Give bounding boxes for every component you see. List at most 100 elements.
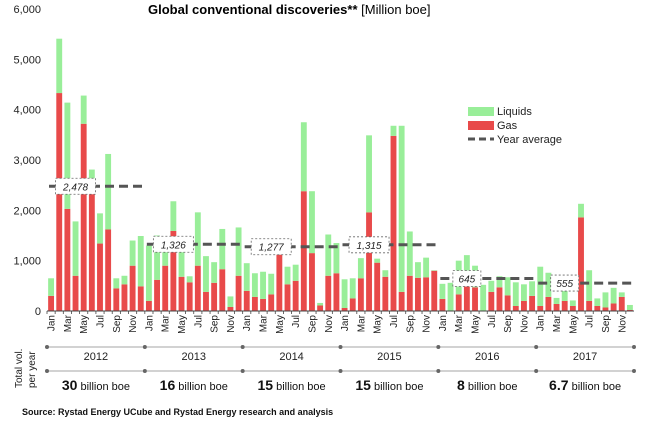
- bar-gas: [537, 305, 544, 311]
- totals-separator-dot: [338, 369, 343, 373]
- bar-liquids: [317, 302, 324, 306]
- bar-gas: [300, 191, 307, 311]
- bar-liquids: [406, 231, 413, 276]
- month-label: Mar: [356, 314, 367, 332]
- year-average-label-box: [152, 235, 194, 253]
- bar-liquids: [626, 304, 633, 310]
- bar-liquids: [333, 243, 340, 274]
- bar-gas: [545, 296, 552, 311]
- bar-liquids: [186, 276, 193, 283]
- bar-liquids: [594, 298, 601, 306]
- month-label: Jul: [487, 315, 498, 328]
- bar-liquids: [64, 102, 71, 209]
- bar-liquids: [154, 235, 160, 280]
- y-tick-label: 0: [35, 306, 41, 318]
- bar-gas: [178, 276, 185, 311]
- bar-gas: [349, 298, 356, 311]
- bar-gas: [341, 307, 348, 311]
- year-average-label-box: [550, 274, 580, 292]
- year-label: 2017: [573, 351, 597, 363]
- bar-liquids: [602, 292, 609, 308]
- bar-liquids: [260, 271, 266, 299]
- month-label: Jan: [438, 315, 449, 331]
- year-average-label: 1,326: [161, 240, 186, 251]
- bar-liquids: [496, 276, 503, 288]
- legend-avg-label: Year average: [497, 134, 562, 146]
- bar-liquids: [463, 255, 470, 279]
- month-label: Jul: [389, 315, 400, 328]
- bar-gas: [203, 291, 209, 311]
- month-label: Mar: [259, 314, 270, 332]
- bar-liquids: [553, 297, 560, 304]
- totals-separator-dot: [142, 369, 147, 373]
- bar-gas: [488, 291, 495, 311]
- bar-liquids: [72, 221, 79, 276]
- month-label: Jan: [536, 315, 547, 331]
- bar-gas: [512, 305, 519, 311]
- month-label: Nov: [324, 315, 335, 333]
- bar-liquids: [512, 282, 519, 306]
- bar-gas: [374, 262, 381, 311]
- year-average-label: 1,315: [357, 241, 382, 252]
- bar-gas: [594, 305, 601, 311]
- year-separator-dot: [240, 345, 245, 349]
- bar-liquids: [610, 287, 617, 304]
- bar-gas: [521, 300, 527, 311]
- month-label: Jul: [193, 315, 204, 328]
- month-label: Nov: [617, 315, 628, 333]
- totals-separator-dot: [436, 369, 441, 373]
- month-label: Jul: [95, 315, 106, 328]
- year-total-unit: billion boe: [273, 381, 326, 393]
- year-total: 16 billion boe: [160, 377, 228, 393]
- year-total: 15 billion boe: [257, 377, 325, 393]
- bar-liquids: [415, 262, 421, 278]
- month-label: Jan: [47, 315, 58, 331]
- year-total-number: 15: [355, 377, 371, 393]
- month-label: Nov: [128, 315, 139, 333]
- month-label: Mar: [63, 314, 74, 332]
- bar-gas: [72, 275, 79, 311]
- bar-gas: [170, 230, 177, 311]
- bar-gas: [618, 296, 625, 311]
- month-label: Jul: [585, 315, 596, 328]
- bar-liquids: [545, 272, 552, 297]
- year-total: 6.7 billion boe: [549, 377, 621, 393]
- year-separator-dot: [632, 345, 636, 349]
- bar-liquids: [56, 38, 63, 94]
- bar-gas: [463, 278, 470, 311]
- bar-liquids: [80, 95, 87, 124]
- bar-liquids: [129, 240, 136, 266]
- bar-liquids: [382, 270, 389, 277]
- bar-liquids: [309, 191, 315, 254]
- bar-liquids: [341, 279, 348, 308]
- year-labels: 2012 2013 2014 2015 2016 2017: [45, 345, 636, 373]
- year-average-label-box: [250, 238, 292, 256]
- totals-separator-dot: [240, 369, 245, 373]
- bar-gas: [88, 182, 95, 311]
- y-tick-label: 1,000: [13, 256, 41, 268]
- bar-liquids: [203, 256, 209, 292]
- bar-liquids: [398, 125, 405, 292]
- bar-gas: [455, 294, 462, 311]
- totals-separator-dot: [534, 369, 539, 373]
- bar-gas: [309, 253, 315, 311]
- bar-gas: [64, 208, 71, 311]
- bar-gas: [260, 298, 266, 311]
- year-label: 2016: [475, 351, 499, 363]
- year-total-unit: billion boe: [371, 381, 424, 393]
- bar-liquids: [488, 280, 495, 292]
- bar-liquids: [366, 135, 372, 213]
- month-label: May: [79, 315, 90, 334]
- month-label: May: [568, 315, 579, 334]
- bar-gas: [382, 276, 389, 311]
- bar-gas: [162, 265, 169, 311]
- year-average-label-box: [452, 270, 482, 287]
- bar-gas: [431, 270, 438, 311]
- chart-title-unit: [Million boe]: [358, 2, 431, 17]
- year-total-unit: billion boe: [175, 381, 228, 393]
- chart-title-bold: Global conventional discoveries**: [148, 2, 358, 17]
- bar-liquids: [113, 278, 120, 289]
- bar-liquids: [300, 122, 307, 192]
- month-label: Mar: [454, 314, 465, 332]
- bar-gas: [145, 300, 152, 311]
